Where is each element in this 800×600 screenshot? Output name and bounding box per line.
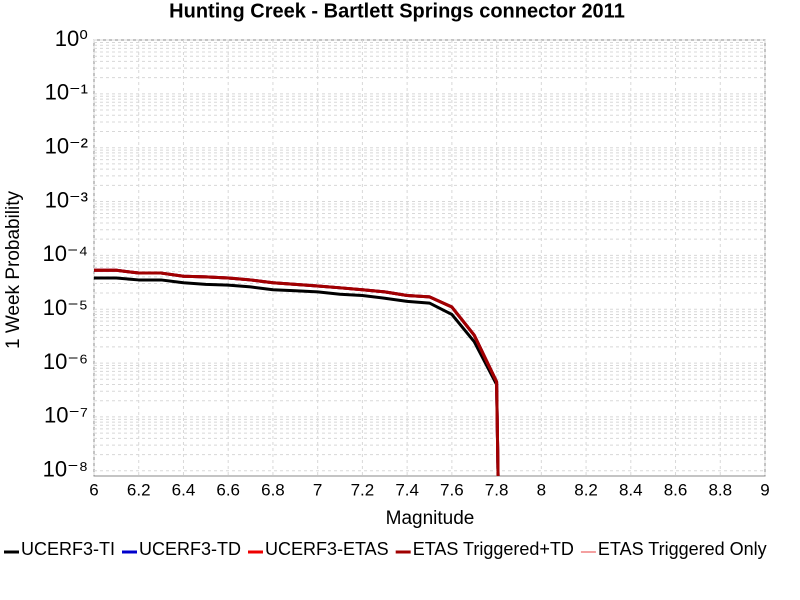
- legend-label: UCERF3-TD: [139, 539, 241, 559]
- legend-item: UCERF3-TD: [122, 539, 241, 559]
- y-tick-label: 10⁻⁴: [42, 241, 88, 266]
- x-tick-label: 8: [537, 480, 546, 499]
- series-line: [94, 276, 500, 476]
- x-tick-label: 6: [89, 480, 98, 499]
- x-tick-label: 6.8: [261, 480, 285, 499]
- x-tick-label: 6.4: [172, 480, 196, 499]
- y-tick-label: 10⁻⁷: [44, 403, 88, 428]
- legend-item: UCERF3-ETAS: [248, 539, 389, 559]
- y-tick-label: 10⁻⁵: [43, 295, 88, 320]
- x-tick-label: 7.4: [395, 480, 419, 499]
- y-tick-label: 10⁻³: [45, 187, 88, 212]
- legend-label: UCERF3-TI: [21, 539, 115, 559]
- legend-item: ETAS Triggered+TD: [395, 539, 574, 559]
- x-tick-label: 8.2: [574, 480, 598, 499]
- x-tick-label: 8.6: [664, 480, 688, 499]
- y-tick-label: 10⁻⁸: [43, 457, 88, 482]
- x-tick-label: 8.4: [619, 480, 643, 499]
- y-tick-label: 10⁻⁶: [43, 349, 88, 374]
- series-line: [94, 268, 500, 476]
- x-tick-label: 8.8: [708, 480, 732, 499]
- legend-item: ETAS Triggered Only: [580, 539, 767, 559]
- x-tick-label: 6.6: [216, 480, 240, 499]
- legend-label: UCERF3-ETAS: [265, 539, 389, 559]
- x-tick-label: 9: [760, 480, 769, 499]
- x-tick-label: 7.8: [485, 480, 509, 499]
- y-tick-label: 10⁻¹: [45, 80, 88, 105]
- y-tick-label: 10⁻²: [45, 134, 88, 159]
- chart-title: Hunting Creek - Bartlett Springs connect…: [169, 0, 625, 22]
- y-tick-label: 10⁰: [55, 26, 88, 51]
- x-tick-label: 7.2: [351, 480, 375, 499]
- x-tick-label: 7.6: [440, 480, 464, 499]
- x-tick-label: 6.2: [127, 480, 151, 499]
- x-axis-label: Magnitude: [386, 508, 475, 529]
- legend-label: ETAS Triggered Only: [598, 539, 767, 559]
- legend-item: UCERF3-TI: [4, 539, 115, 559]
- series-group: [94, 268, 500, 476]
- grid: [93, 39, 766, 476]
- legend-label: ETAS Triggered+TD: [413, 539, 574, 559]
- y-axis-label: 1 Week Probability: [3, 190, 24, 349]
- x-tick-label: 7: [313, 480, 322, 499]
